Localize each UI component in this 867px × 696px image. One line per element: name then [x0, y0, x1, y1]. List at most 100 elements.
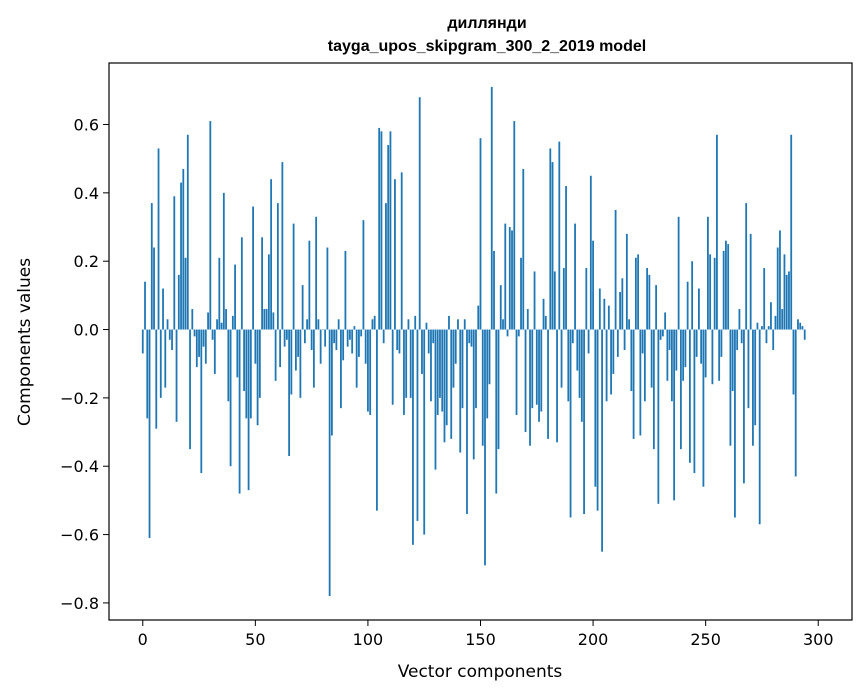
bar-61: [279, 329, 282, 368]
bar-268: [745, 203, 748, 330]
bar-117: [405, 329, 408, 398]
bar-115: [400, 172, 403, 330]
bar-127: [427, 329, 430, 354]
bar-144: [466, 329, 468, 515]
bar-81: [324, 329, 327, 347]
bar-267: [743, 329, 745, 484]
bar-79: [319, 329, 322, 364]
bar-207: [607, 305, 610, 330]
bar-271: [752, 329, 754, 446]
bar-164: [511, 230, 513, 330]
bar-229: [657, 329, 660, 504]
bar-34: [218, 257, 221, 330]
bar-120: [412, 329, 414, 545]
bar-291: [797, 319, 799, 330]
bar-49: [252, 206, 254, 330]
bar-238: [677, 216, 680, 330]
bar-174: [533, 271, 536, 330]
bar-235: [670, 329, 673, 402]
y-axis-ticks: −0.8 −0.6 −0.4 −0.2 0.0 0.2 0.4 0.6: [60, 116, 109, 613]
bar-10: [164, 329, 167, 388]
y-tick-label: −0.6: [60, 526, 99, 545]
bar-16: [177, 274, 180, 330]
bar-63: [283, 329, 286, 347]
bar-39: [229, 329, 232, 467]
bar-119: [409, 329, 412, 398]
bar-185: [558, 141, 561, 330]
bar-203: [598, 288, 601, 330]
bar-191: [571, 329, 574, 344]
bar-52: [258, 329, 261, 398]
bar-286: [785, 274, 788, 330]
bar-101: [369, 329, 372, 415]
bar-181: [549, 148, 552, 330]
bar-32: [213, 329, 216, 374]
bar-124: [421, 329, 423, 374]
bar-172: [529, 329, 531, 446]
bar-287: [788, 271, 790, 330]
bar-146: [470, 329, 473, 347]
bar-254: [713, 257, 716, 330]
bar-209: [612, 329, 615, 374]
x-axis-label: Vector components: [398, 662, 563, 682]
x-axis-ticks: 0 50 100 150 200 250 300: [138, 620, 834, 649]
bar-165: [513, 121, 516, 330]
bar-6: [155, 329, 158, 429]
bar-69: [297, 329, 300, 357]
bar-171: [526, 309, 529, 330]
bar-167: [517, 329, 520, 337]
x-tick-label: 300: [803, 630, 834, 649]
bar-247: [698, 288, 700, 330]
bar-212: [619, 291, 621, 330]
x-tick-label: 150: [465, 630, 496, 649]
bar-162: [506, 329, 509, 337]
bar-186: [560, 329, 563, 388]
bar-0: [141, 329, 144, 354]
bar-47: [247, 329, 250, 491]
bar-19: [184, 257, 187, 330]
bar-114: [398, 329, 401, 354]
bar-131: [436, 329, 439, 415]
bar-189: [567, 329, 570, 402]
bar-111: [391, 329, 394, 405]
bar-14: [173, 196, 176, 330]
bar-199: [589, 175, 592, 330]
chart-title-line-2: tayga_upos_skipgram_300_2_2019 model: [328, 38, 646, 55]
bar-29: [207, 312, 209, 330]
bar-99: [364, 329, 367, 364]
bar-180: [547, 329, 549, 439]
bar-37: [225, 309, 227, 330]
bar-176: [538, 329, 540, 422]
bar-67: [292, 223, 295, 330]
bar-93: [351, 329, 354, 354]
bar-182: [551, 162, 554, 330]
bar-216: [628, 319, 630, 330]
bar-64: [285, 329, 288, 340]
bar-290: [794, 329, 797, 477]
bar-239: [679, 329, 682, 450]
bar-168: [520, 257, 522, 330]
bar-73: [306, 319, 309, 330]
bar-196: [583, 329, 585, 515]
bar-36: [222, 192, 225, 330]
bar-31: [211, 329, 214, 340]
bar-3: [148, 329, 151, 538]
bar-147: [472, 329, 475, 460]
bar-232: [664, 312, 667, 330]
bar-25: [198, 329, 200, 357]
bar-66: [290, 329, 293, 395]
bar-122: [416, 329, 419, 521]
bar-12: [168, 329, 171, 340]
bar-204: [601, 329, 603, 552]
bar-51: [256, 329, 259, 426]
bar-294: [803, 329, 806, 340]
bar-205: [603, 298, 606, 330]
bar-161: [504, 223, 507, 330]
bar-184: [556, 329, 558, 443]
bar-234: [668, 329, 671, 351]
bar-250: [704, 329, 707, 378]
bar-275: [761, 326, 763, 330]
bar-21: [189, 329, 191, 450]
bar-166: [515, 329, 518, 415]
bar-210: [614, 209, 617, 330]
